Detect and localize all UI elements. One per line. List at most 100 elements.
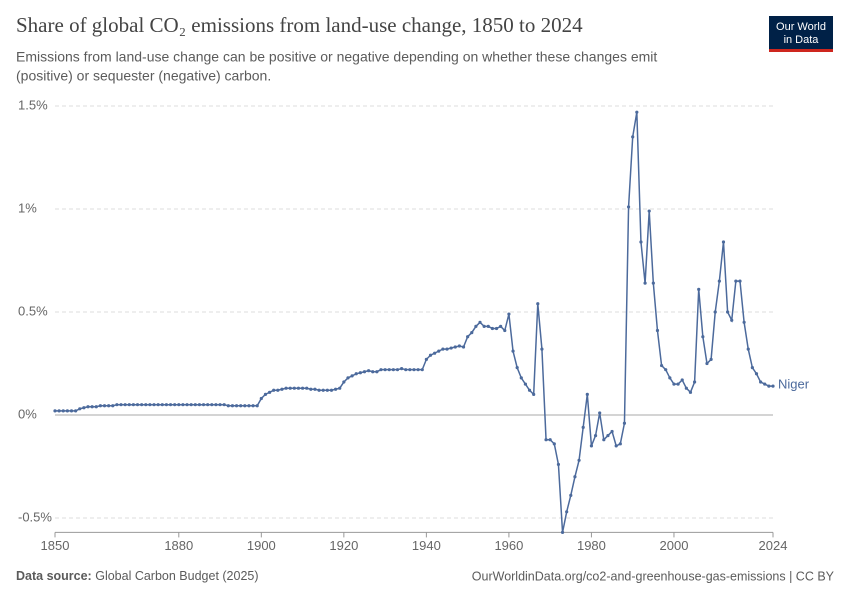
point <box>90 405 94 409</box>
point <box>57 409 61 413</box>
point <box>684 386 688 390</box>
x-tick-label: 1880 <box>164 538 193 553</box>
point <box>709 357 713 361</box>
point <box>333 387 338 391</box>
point <box>284 386 288 390</box>
point <box>523 382 528 386</box>
series-label: Niger <box>778 377 810 392</box>
point <box>746 347 750 351</box>
point <box>742 320 746 324</box>
point <box>412 368 416 372</box>
point <box>309 387 313 391</box>
point <box>148 403 152 407</box>
point <box>647 209 651 213</box>
point <box>375 370 379 374</box>
point <box>222 403 226 407</box>
point <box>449 346 453 350</box>
x-tick-label: 2000 <box>660 538 689 553</box>
point <box>643 281 647 285</box>
point <box>371 370 375 374</box>
point <box>610 429 614 434</box>
point <box>664 368 668 372</box>
point <box>276 388 280 392</box>
point <box>127 403 131 407</box>
point <box>107 404 111 408</box>
logo-text: in Data <box>784 34 820 46</box>
point <box>329 388 334 392</box>
point <box>585 392 589 396</box>
series-line <box>55 112 773 533</box>
point <box>486 324 490 329</box>
point <box>358 371 362 375</box>
point <box>152 403 156 407</box>
x-tick-label: 1900 <box>247 538 276 553</box>
point <box>556 462 561 467</box>
point <box>713 310 717 314</box>
point <box>602 438 606 442</box>
point <box>750 366 754 370</box>
point <box>226 404 230 408</box>
logo-text: Our World <box>776 21 826 33</box>
point <box>416 368 420 372</box>
point <box>206 403 210 407</box>
point <box>461 345 466 349</box>
point <box>614 444 618 448</box>
footer-link[interactable]: OurWorldinData.org/co2-and-greenhouse-ga… <box>472 569 835 583</box>
point <box>214 403 218 407</box>
point <box>185 403 189 407</box>
point <box>243 404 247 408</box>
point <box>466 335 470 339</box>
point <box>515 366 519 370</box>
point <box>705 361 709 366</box>
x-tick-label: 2024 <box>759 538 788 553</box>
point <box>692 380 697 384</box>
point <box>210 403 214 407</box>
point <box>717 279 721 283</box>
point <box>280 387 284 391</box>
point <box>263 392 268 396</box>
y-tick-label: 0% <box>18 406 37 421</box>
point <box>437 349 441 353</box>
point <box>267 390 272 394</box>
point <box>560 530 565 535</box>
point <box>606 433 610 438</box>
point <box>404 368 408 372</box>
point <box>668 376 672 380</box>
x-tick-label: 1940 <box>412 538 441 553</box>
point <box>292 386 296 390</box>
subtitle: Emissions from land-use change can be po… <box>16 49 657 65</box>
point <box>387 368 391 372</box>
point <box>115 403 119 407</box>
x-tick-label: 1920 <box>329 538 358 553</box>
point <box>317 388 321 392</box>
logo[interactable]: Our World in Data <box>769 16 833 52</box>
point <box>69 409 74 413</box>
point <box>354 372 358 376</box>
point <box>156 403 160 407</box>
point <box>598 411 602 415</box>
point <box>651 281 655 285</box>
point <box>78 407 82 411</box>
point <box>123 403 127 407</box>
point <box>119 403 123 407</box>
point <box>144 403 148 407</box>
point <box>61 409 65 413</box>
point <box>321 388 325 392</box>
y-tick-label: 1% <box>18 200 37 215</box>
point <box>631 135 635 139</box>
point <box>536 302 540 306</box>
x-tick-label: 1980 <box>577 538 606 553</box>
point <box>160 403 164 407</box>
point <box>230 404 235 408</box>
point <box>255 404 259 408</box>
x-tick-label: 1850 <box>41 538 70 553</box>
source-label: Data source: <box>16 569 92 583</box>
point <box>499 324 503 329</box>
point <box>478 320 482 324</box>
point <box>734 279 738 283</box>
point <box>763 382 767 386</box>
point <box>767 384 771 388</box>
point <box>626 205 631 209</box>
point <box>342 380 346 384</box>
